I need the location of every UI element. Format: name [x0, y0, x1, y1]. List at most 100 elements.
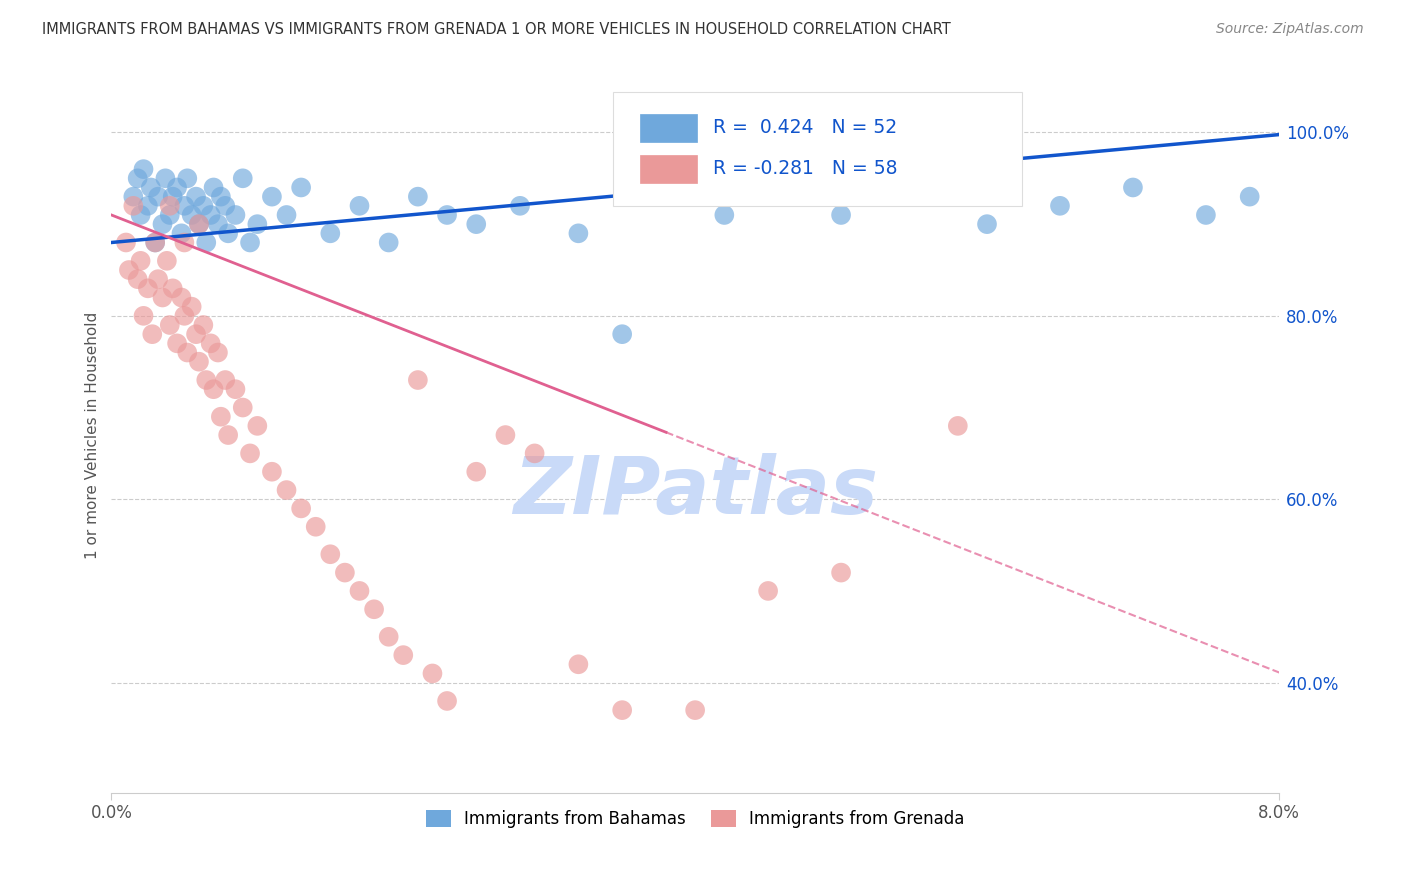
Point [202, 382, 225, 396]
Point [152, 217, 174, 231]
Text: R = -0.281   N = 58: R = -0.281 N = 58 [713, 159, 897, 178]
Point [1239, 189, 1261, 203]
Point [141, 327, 163, 342]
Point [377, 630, 399, 644]
Point [193, 199, 215, 213]
Point [143, 235, 166, 250]
Point [713, 208, 735, 222]
Point [176, 171, 198, 186]
Point [152, 291, 174, 305]
Point [1049, 199, 1071, 213]
Point [136, 199, 159, 213]
Point [224, 382, 246, 396]
Point [1195, 208, 1218, 222]
Point [465, 465, 488, 479]
Point [159, 208, 181, 222]
Text: Source: ZipAtlas.com: Source: ZipAtlas.com [1216, 22, 1364, 37]
Point [290, 501, 312, 516]
Point [156, 253, 179, 268]
Point [1296, 125, 1319, 139]
Point [830, 208, 852, 222]
Point [214, 199, 236, 213]
Point [122, 199, 145, 213]
Point [122, 189, 145, 203]
Point [180, 300, 202, 314]
Point [132, 162, 155, 177]
Point [436, 694, 458, 708]
Point [184, 327, 207, 342]
Point [170, 227, 193, 241]
Point [465, 217, 488, 231]
Point [207, 345, 229, 359]
Point [118, 263, 141, 277]
Point [523, 446, 546, 460]
Point [422, 666, 444, 681]
Point [239, 446, 262, 460]
Point [319, 547, 342, 561]
Point [166, 180, 188, 194]
Point [143, 235, 166, 250]
Point [132, 309, 155, 323]
Point [173, 199, 195, 213]
Point [392, 648, 415, 662]
Point [195, 373, 218, 387]
Point [260, 465, 283, 479]
Point [217, 227, 239, 241]
Point [159, 199, 181, 213]
Point [193, 318, 215, 332]
Point [612, 703, 634, 717]
Legend: Immigrants from Bahamas, Immigrants from Grenada: Immigrants from Bahamas, Immigrants from… [419, 803, 972, 834]
Point [217, 428, 239, 442]
Point [129, 208, 152, 222]
Point [232, 171, 254, 186]
Point [406, 189, 429, 203]
Point [976, 217, 998, 231]
Point [509, 199, 531, 213]
Point [146, 272, 169, 286]
Point [319, 227, 342, 241]
Point [567, 227, 589, 241]
Point [188, 354, 211, 368]
Point [305, 520, 328, 534]
Point [232, 401, 254, 415]
Point [184, 189, 207, 203]
Point [246, 418, 269, 433]
Text: IMMIGRANTS FROM BAHAMAS VS IMMIGRANTS FROM GRENADA 1 OR MORE VEHICLES IN HOUSEHO: IMMIGRANTS FROM BAHAMAS VS IMMIGRANTS FR… [42, 22, 950, 37]
Point [162, 281, 184, 295]
Point [188, 217, 211, 231]
Point [200, 208, 222, 222]
Point [188, 217, 211, 231]
Point [494, 428, 516, 442]
Point [176, 345, 198, 359]
Point [209, 409, 232, 424]
Point [683, 703, 706, 717]
Point [260, 189, 283, 203]
Point [127, 171, 149, 186]
Text: ZIPatlas: ZIPatlas [513, 453, 877, 532]
Point [166, 336, 188, 351]
Point [333, 566, 356, 580]
Point [349, 583, 371, 598]
Point [129, 253, 152, 268]
FancyBboxPatch shape [640, 154, 697, 183]
Y-axis label: 1 or more Vehicles in Household: 1 or more Vehicles in Household [86, 311, 100, 558]
Point [207, 217, 229, 231]
Text: R =  0.424   N = 52: R = 0.424 N = 52 [713, 118, 897, 137]
Point [173, 235, 195, 250]
Point [115, 235, 138, 250]
Point [946, 418, 969, 433]
Point [349, 199, 371, 213]
Point [612, 327, 634, 342]
Point [903, 189, 925, 203]
Point [290, 180, 312, 194]
Point [1122, 180, 1144, 194]
Point [173, 309, 195, 323]
Point [224, 208, 246, 222]
Point [276, 208, 298, 222]
Point [756, 583, 779, 598]
Point [200, 336, 222, 351]
FancyBboxPatch shape [613, 92, 1022, 206]
Point [377, 235, 399, 250]
Point [209, 189, 232, 203]
Point [276, 483, 298, 497]
